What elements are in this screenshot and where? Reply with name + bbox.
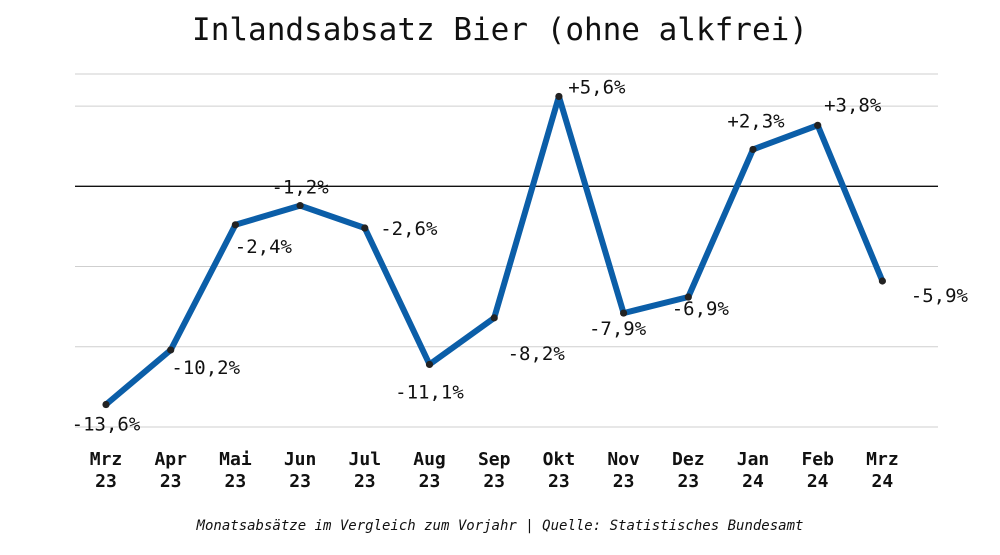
x-tick-label: Jun 23 [284,449,317,492]
data-label: -6,9% [672,298,730,320]
data-label: -7,9% [589,318,647,340]
x-tick-label: Mai 23 [219,449,252,492]
x-tick-label: Jul 23 [349,449,382,492]
data-point [296,201,304,210]
data-label: -2,4% [235,236,293,258]
data-label: -2,6% [380,218,438,240]
x-tick-label: Okt 23 [543,449,576,492]
x-tick-label: Jan 24 [737,449,770,492]
data-label: -11,1% [395,381,464,403]
data-points [102,92,887,409]
x-tick-label: Nov 23 [607,449,640,492]
x-tick-label: Aug 23 [413,449,446,492]
data-label: -5,9% [911,285,969,307]
data-point [620,309,628,317]
x-tick-label: Dez 23 [672,449,705,492]
x-axis-tick-labels: Mrz 23 Apr 23 Mai 23 Jun 23 Jul 23 Aug 23 Sep 23 Okt 23… [90,449,899,492]
data-point [814,121,822,129]
data-label: +2,3% [727,110,785,132]
data-point [231,221,239,229]
x-tick-label: Mrz 23 [90,449,123,492]
data-label: -1,2% [271,177,329,199]
x-tick-label: Apr 23 [154,449,187,492]
data-point [555,92,563,101]
x-tick-label: Sep 23 [478,449,511,492]
data-label: -8,2% [508,343,566,365]
chart-footer: Monatsabsätze im Vergleich zum Vorjahr |… [0,518,1000,534]
data-label: +5,6% [568,76,626,98]
data-labels: -13,6% -10,2% -2,4% -1,2% -2,6% -11,1% -8,2% +5… [72,76,969,435]
data-point [684,293,692,301]
data-label: +3,8% [824,94,882,116]
x-tick-label: Feb 24 [801,449,834,492]
data-point [878,277,887,285]
x-tick-label: Mrz 24 [866,449,899,492]
data-label: -10,2% [171,357,240,379]
footer-source: Quelle: Statistisches Bundesamt [542,518,804,534]
footer-separator: | [525,518,534,534]
data-point [361,224,369,232]
data-label: -13,6% [72,414,141,436]
data-point [102,400,110,409]
chart-title: Inlandsabsatz Bier (ohne alkfrei) [192,12,808,48]
data-point [749,145,757,154]
footer-note: Monatsabsätze im Vergleich zum Vorjahr [196,518,517,534]
data-point [425,360,434,369]
data-point [167,346,175,354]
data-point [490,314,498,322]
